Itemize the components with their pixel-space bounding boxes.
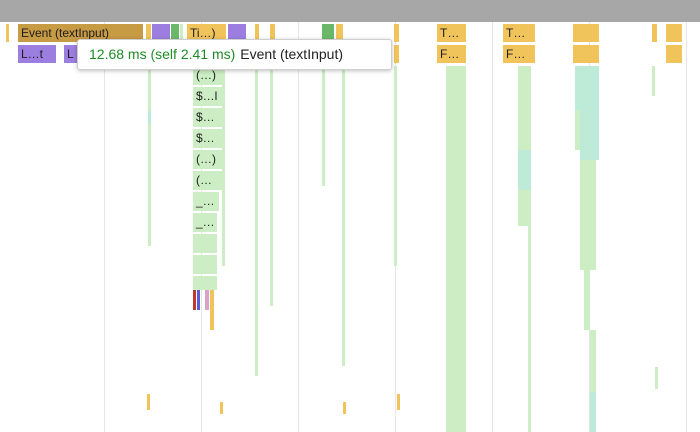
flame-chart[interactable]: Event (textInput) Ti…) T… T… L…t L F… F…… xyxy=(0,22,700,432)
flame-block[interactable] xyxy=(6,24,9,42)
function-block[interactable]: F… xyxy=(503,45,535,63)
flame-block[interactable] xyxy=(180,24,183,42)
timer-block[interactable]: Ti…) xyxy=(187,24,226,42)
timer-block[interactable] xyxy=(573,24,599,42)
timer-block[interactable]: T… xyxy=(503,24,535,42)
grid-line xyxy=(104,22,105,432)
flame-block xyxy=(343,402,346,414)
call-frame-column[interactable] xyxy=(518,66,531,226)
function-block[interactable] xyxy=(666,45,682,63)
call-frame[interactable] xyxy=(193,234,217,253)
call-frame[interactable] xyxy=(575,66,599,110)
flame-block[interactable] xyxy=(652,24,657,42)
call-frame[interactable] xyxy=(590,330,596,432)
call-frame xyxy=(342,66,345,366)
call-frame xyxy=(394,66,397,266)
flame-block[interactable] xyxy=(146,24,151,42)
call-frame[interactable]: _… xyxy=(193,192,219,211)
call-frame[interactable]: (…) xyxy=(193,66,225,85)
call-frame xyxy=(655,367,658,389)
call-frame xyxy=(148,66,151,246)
call-frame[interactable] xyxy=(222,66,225,266)
flame-block xyxy=(147,394,150,410)
call-frame[interactable]: _… xyxy=(193,213,217,232)
layout-block[interactable]: L xyxy=(64,45,78,63)
function-block[interactable]: F… xyxy=(437,45,466,63)
event-textinput-block[interactable]: Event (textInput) xyxy=(18,24,143,42)
call-frame[interactable] xyxy=(580,160,596,270)
grid-line xyxy=(298,22,299,432)
flame-tooltip: 12.68 ms (self 2.41 ms) Event (textInput) xyxy=(77,39,392,70)
flame-block[interactable] xyxy=(336,24,343,42)
call-frame xyxy=(255,66,258,376)
paint-block[interactable] xyxy=(171,24,179,42)
call-frame[interactable] xyxy=(584,270,590,330)
layout-block[interactable]: L…t xyxy=(18,45,56,63)
call-frame xyxy=(148,110,151,124)
call-frame[interactable]: $… xyxy=(193,108,225,127)
call-frame[interactable] xyxy=(193,276,217,290)
call-frame[interactable]: $…l xyxy=(193,87,225,106)
call-frame[interactable] xyxy=(518,150,531,190)
flame-block[interactable] xyxy=(270,24,275,42)
call-frame[interactable]: (… xyxy=(193,171,223,190)
layout-block[interactable] xyxy=(228,24,246,42)
call-frame xyxy=(652,66,655,96)
tooltip-name: Event (textInput) xyxy=(240,46,343,62)
long-task-marker xyxy=(193,290,196,310)
timer-block[interactable]: T… xyxy=(437,24,466,42)
call-frame[interactable] xyxy=(575,110,581,150)
timeline-overview-bar xyxy=(0,0,700,22)
layout-block[interactable] xyxy=(152,24,170,42)
flame-block[interactable] xyxy=(255,24,259,42)
timer-block[interactable] xyxy=(666,24,682,42)
call-frame[interactable] xyxy=(528,226,531,432)
function-block[interactable] xyxy=(573,45,599,63)
call-frame[interactable] xyxy=(580,110,599,160)
flame-block xyxy=(210,290,214,330)
call-frame[interactable]: $… xyxy=(193,129,225,148)
flame-block xyxy=(220,402,223,414)
grid-line xyxy=(492,22,493,432)
call-frame[interactable] xyxy=(590,392,596,432)
flame-block xyxy=(197,290,200,310)
call-frame xyxy=(270,66,273,306)
grid-line xyxy=(686,22,687,432)
call-frame xyxy=(322,66,325,186)
flame-block[interactable] xyxy=(394,24,399,42)
paint-block[interactable] xyxy=(322,24,334,42)
call-frame[interactable] xyxy=(193,255,217,274)
flame-block[interactable] xyxy=(394,45,399,63)
call-frame[interactable]: (…) xyxy=(193,150,225,169)
call-frame-column[interactable] xyxy=(446,66,466,432)
flame-block xyxy=(397,394,400,410)
tooltip-duration: 12.68 ms (self 2.41 ms) xyxy=(89,46,236,62)
flame-block xyxy=(205,290,209,310)
